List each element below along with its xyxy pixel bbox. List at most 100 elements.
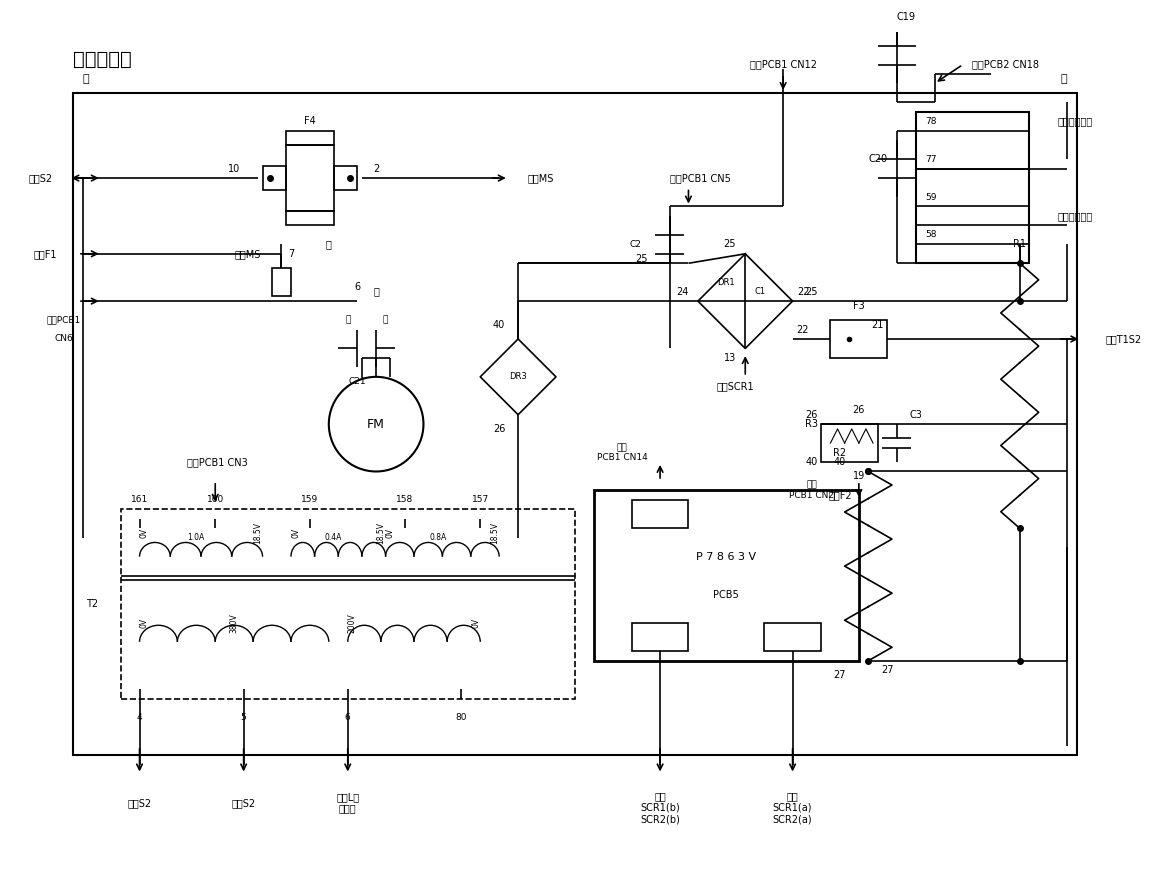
Text: FM: FM bbox=[367, 417, 385, 431]
Text: 灰: 灰 bbox=[345, 316, 351, 324]
Text: C3: C3 bbox=[909, 409, 922, 420]
Text: P 7 8 6 3 V: P 7 8 6 3 V bbox=[696, 552, 757, 561]
Text: 18.5V: 18.5V bbox=[377, 522, 386, 544]
Text: 对应PCB1 CN3: 对应PCB1 CN3 bbox=[187, 457, 247, 467]
Text: 对应F2: 对应F2 bbox=[828, 490, 851, 500]
Text: C21: C21 bbox=[349, 377, 366, 386]
Text: 对应PCB1: 对应PCB1 bbox=[47, 316, 80, 324]
Text: R2: R2 bbox=[834, 447, 847, 458]
Text: 78: 78 bbox=[925, 117, 936, 126]
Text: 22: 22 bbox=[798, 286, 810, 297]
Text: C2: C2 bbox=[630, 240, 641, 248]
Bar bbox=[764, 623, 821, 652]
Text: 0.4A: 0.4A bbox=[325, 533, 343, 542]
Text: C20: C20 bbox=[869, 154, 887, 164]
Text: DR1: DR1 bbox=[717, 278, 735, 286]
Text: 对应S2: 对应S2 bbox=[28, 173, 52, 183]
Text: 13: 13 bbox=[724, 353, 736, 363]
Text: 前: 前 bbox=[83, 73, 90, 84]
Text: 26: 26 bbox=[852, 405, 865, 415]
Text: 对应T1S2: 对应T1S2 bbox=[1105, 334, 1142, 344]
Text: 161: 161 bbox=[131, 495, 148, 505]
Text: 157: 157 bbox=[471, 495, 489, 505]
Text: 40: 40 bbox=[834, 457, 847, 467]
Text: 160: 160 bbox=[206, 495, 224, 505]
Text: 对应
SCR1(b)
SCR2(b): 对应 SCR1(b) SCR2(b) bbox=[640, 791, 680, 824]
Text: C19: C19 bbox=[897, 12, 915, 22]
Text: 26: 26 bbox=[806, 409, 817, 420]
Text: 0V: 0V bbox=[386, 528, 395, 538]
Text: 对应
PCB1 CN14: 对应 PCB1 CN14 bbox=[597, 443, 647, 462]
Text: 25: 25 bbox=[635, 254, 647, 263]
Bar bbox=[286, 131, 333, 145]
Text: F4: F4 bbox=[304, 117, 316, 126]
Bar bbox=[286, 211, 333, 225]
Text: ＷＣＲ连接点: ＷＣＲ连接点 bbox=[1058, 211, 1093, 221]
Text: 40: 40 bbox=[806, 457, 817, 467]
Text: 对应L型
连接器: 对应L型 连接器 bbox=[336, 792, 359, 813]
Text: 对应PCB1 CN12: 对应PCB1 CN12 bbox=[750, 59, 816, 70]
Bar bbox=[821, 424, 878, 462]
Text: 22: 22 bbox=[796, 324, 808, 334]
Text: 40: 40 bbox=[493, 320, 505, 330]
Text: 对应SCR1: 对应SCR1 bbox=[717, 381, 754, 392]
Text: 59: 59 bbox=[925, 193, 936, 202]
Text: 380V: 380V bbox=[230, 613, 239, 633]
Bar bbox=[632, 499, 688, 529]
Text: CN6: CN6 bbox=[55, 334, 73, 344]
Text: T2: T2 bbox=[86, 599, 98, 609]
Text: 脉冲同期输出: 脉冲同期输出 bbox=[1058, 117, 1093, 126]
Bar bbox=[593, 491, 859, 660]
Text: 1.0A: 1.0A bbox=[188, 533, 205, 542]
Text: 19: 19 bbox=[852, 471, 865, 481]
Text: 26: 26 bbox=[493, 424, 505, 434]
Text: 5: 5 bbox=[240, 713, 246, 722]
Text: C1: C1 bbox=[754, 287, 766, 296]
Text: 24: 24 bbox=[676, 286, 688, 297]
Text: 25: 25 bbox=[806, 286, 817, 297]
Text: 80: 80 bbox=[456, 713, 468, 722]
Text: R3: R3 bbox=[805, 419, 819, 429]
Bar bbox=[120, 509, 575, 698]
Bar bbox=[286, 145, 333, 211]
Text: 0V: 0V bbox=[471, 618, 480, 628]
Text: 58: 58 bbox=[925, 231, 936, 240]
Text: 25: 25 bbox=[723, 240, 736, 249]
Text: 对应
SCR1(a)
SCR2(a): 对应 SCR1(a) SCR2(a) bbox=[773, 791, 813, 824]
Text: 后: 后 bbox=[1060, 73, 1067, 84]
Text: 27: 27 bbox=[881, 666, 893, 675]
Text: 4: 4 bbox=[136, 713, 142, 722]
Text: 0V: 0V bbox=[140, 618, 149, 628]
Text: 0V: 0V bbox=[140, 528, 149, 538]
Text: DR3: DR3 bbox=[510, 372, 527, 381]
Text: 200V: 200V bbox=[347, 613, 357, 633]
Text: 对应MS: 对应MS bbox=[234, 248, 260, 259]
Text: 10: 10 bbox=[229, 164, 240, 173]
Bar bbox=[632, 623, 688, 652]
Bar bbox=[73, 93, 1076, 756]
Text: 红: 红 bbox=[325, 240, 332, 249]
Text: 0V: 0V bbox=[292, 528, 300, 538]
Text: 白: 白 bbox=[382, 316, 388, 324]
Bar bbox=[915, 111, 1030, 263]
Text: 27: 27 bbox=[834, 670, 847, 680]
Text: 7: 7 bbox=[288, 248, 294, 259]
Text: 对应S2: 对应S2 bbox=[127, 797, 152, 808]
Bar bbox=[830, 320, 887, 358]
Text: 6: 6 bbox=[345, 713, 351, 722]
Bar bbox=[262, 166, 286, 190]
Text: F3: F3 bbox=[854, 301, 865, 311]
Text: 对应MS: 对应MS bbox=[527, 173, 554, 183]
Text: 18.5V: 18.5V bbox=[490, 522, 499, 544]
Text: 6: 6 bbox=[354, 282, 360, 292]
Text: （风机板）: （风机板） bbox=[73, 50, 132, 69]
Text: 158: 158 bbox=[396, 495, 413, 505]
Text: 对应F1: 对应F1 bbox=[33, 248, 57, 259]
Text: 21: 21 bbox=[871, 320, 884, 330]
Text: 159: 159 bbox=[301, 495, 318, 505]
Text: 2: 2 bbox=[373, 164, 379, 173]
Bar bbox=[333, 166, 357, 190]
Text: 77: 77 bbox=[925, 155, 936, 164]
Text: 0.8A: 0.8A bbox=[429, 533, 447, 542]
Text: 对应PCB2 CN18: 对应PCB2 CN18 bbox=[972, 59, 1039, 70]
